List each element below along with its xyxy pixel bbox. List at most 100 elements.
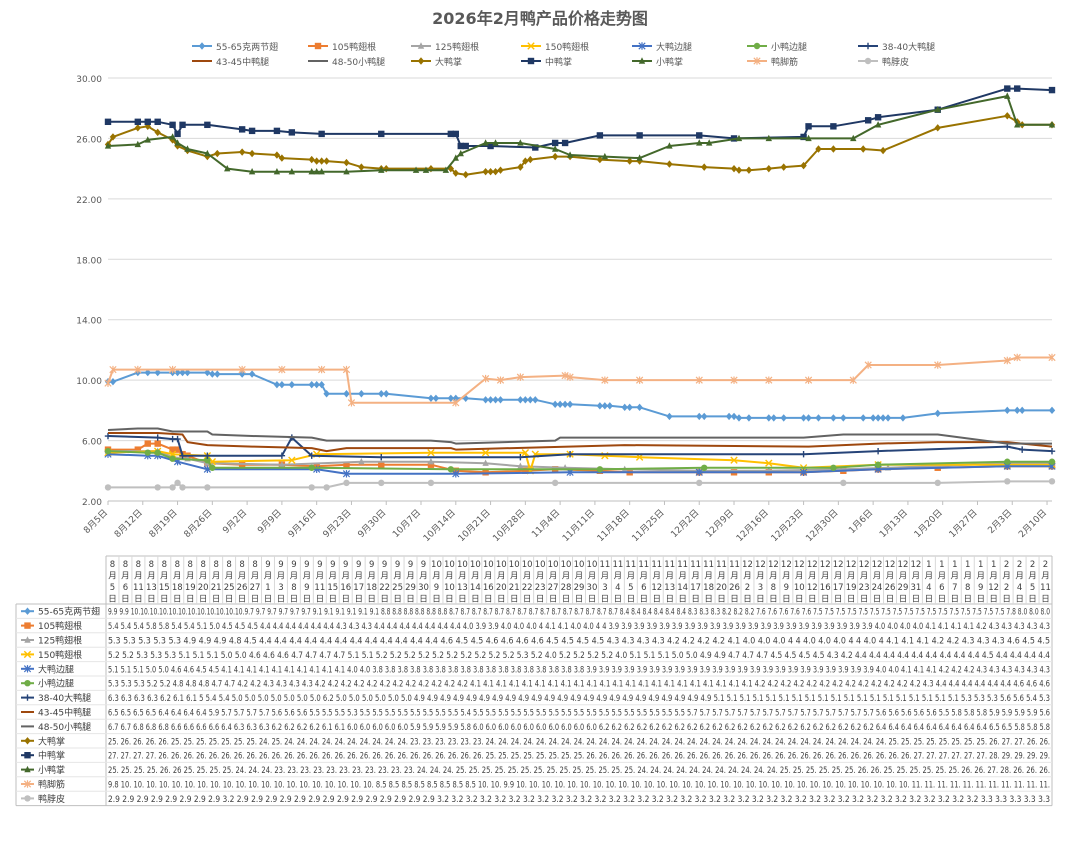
table-header-line: 26	[237, 583, 248, 593]
table-header-line: 日	[238, 595, 247, 605]
table-row-name: 中鸭掌	[38, 750, 65, 762]
table-header-cell: 11 月 12 日	[651, 560, 662, 605]
table-header-line: 月	[678, 572, 687, 582]
table-header-line: 日	[717, 595, 726, 605]
data-point	[874, 461, 882, 468]
data-point	[636, 154, 643, 161]
table-header-cell: 9 月 16 日	[340, 560, 351, 605]
data-point	[532, 144, 539, 151]
table-header-line: 月	[484, 572, 493, 582]
data-point	[134, 118, 142, 126]
data-point	[308, 380, 315, 389]
data-point	[765, 164, 772, 173]
series-line	[107, 453, 1052, 475]
data-point	[104, 379, 112, 387]
table-row-swatch-marker	[23, 780, 32, 788]
data-point	[358, 163, 365, 171]
data-point	[462, 170, 469, 179]
table-header-line: 10	[548, 560, 559, 570]
table-header-line: 9	[395, 560, 400, 570]
table-header-line: 8	[188, 560, 193, 570]
table-header-line: 月	[1015, 572, 1024, 582]
data-point	[343, 167, 350, 175]
data-point	[492, 167, 499, 176]
table-row-swatch-marker	[24, 694, 31, 701]
data-point	[517, 453, 524, 461]
data-point	[104, 447, 112, 455]
data-point	[934, 106, 941, 113]
data-point	[134, 140, 142, 148]
series-line	[108, 432, 1053, 453]
y-tick-label: 18.00	[76, 256, 102, 266]
table-row-name: 48-50小鸭腿	[38, 721, 91, 733]
table-header-line: 9	[317, 560, 322, 570]
data-point	[556, 400, 564, 409]
table-header-line: 12	[807, 560, 818, 570]
table-header-line: 日	[445, 595, 454, 605]
table-header-cell: 10 月 27 日	[548, 560, 559, 605]
legend-entry: 大鸭掌	[411, 56, 462, 68]
data-point	[522, 467, 529, 474]
data-point	[765, 134, 772, 142]
table-header-line: 14	[470, 583, 481, 593]
table-header-cell: 9 月 18 日	[366, 560, 377, 605]
series-12	[104, 353, 1056, 407]
data-point	[1018, 446, 1026, 453]
table-header-line: 6	[641, 583, 646, 593]
table-header-line: 月	[225, 572, 234, 582]
table-header-line: 6	[123, 583, 128, 593]
table-header-line: 日	[173, 595, 182, 605]
data-point	[800, 450, 807, 458]
data-point	[497, 396, 504, 404]
table-header-line: 27	[548, 583, 559, 593]
table-header-line: 月	[316, 572, 325, 582]
table-header-cell: 8 月 19 日	[185, 560, 196, 605]
y-tick-label: 2.00	[82, 498, 102, 508]
data-point	[636, 132, 643, 139]
data-point	[517, 396, 524, 404]
data-point	[517, 163, 524, 171]
table-header-line: 19	[185, 583, 196, 593]
data-point	[342, 470, 351, 478]
series-7	[108, 432, 1053, 453]
data-point	[343, 158, 350, 167]
table-header-line: 31	[911, 583, 922, 593]
table-header-line: 月	[691, 572, 700, 582]
y-tick-label: 30.00	[76, 75, 102, 85]
table-header-line: 月	[1002, 572, 1011, 582]
data-point	[805, 123, 812, 130]
table-header-line: 日	[964, 595, 973, 605]
data-point	[313, 167, 320, 175]
table-header-line: 2	[1017, 560, 1022, 570]
table-header-line: 10	[457, 560, 468, 570]
table-row-name: 43-45中鸭腿	[38, 707, 91, 719]
data-point	[596, 466, 604, 473]
data-point	[154, 118, 161, 126]
table-header-cell: 12 月 10 日	[794, 560, 805, 605]
data-point	[860, 414, 867, 422]
data-point	[457, 142, 464, 150]
data-point	[522, 396, 529, 404]
data-point	[378, 461, 385, 468]
data-point	[934, 124, 941, 132]
table-row-values: 5.4 5.4 5.4 5.8 5.8 5.4 5.4 5.1 5.0 4.5 …	[108, 622, 1050, 632]
table-header-line: 12	[885, 560, 896, 570]
legend-swatch-marker	[864, 57, 872, 65]
table-header-line: 12	[859, 560, 870, 570]
table-header-line: 月	[471, 572, 480, 582]
table-header-line: 月	[406, 572, 415, 582]
data-point	[1004, 112, 1011, 120]
data-point	[308, 155, 315, 164]
table-header-line: 月	[108, 572, 117, 582]
table-header-cell: 8 月 25 日	[224, 560, 235, 605]
data-point	[695, 376, 703, 384]
table-row-values: 6.7 6.7 6.8 6.8 6.8 6.6 6.6 6.6 6.6 6.4 …	[108, 723, 1050, 733]
table-header-line: 月	[925, 572, 934, 582]
data-point	[735, 134, 743, 142]
table-header-line: 10	[509, 560, 520, 570]
data-point	[452, 169, 459, 177]
data-point	[174, 130, 181, 138]
table-header-line: 17	[833, 583, 844, 593]
